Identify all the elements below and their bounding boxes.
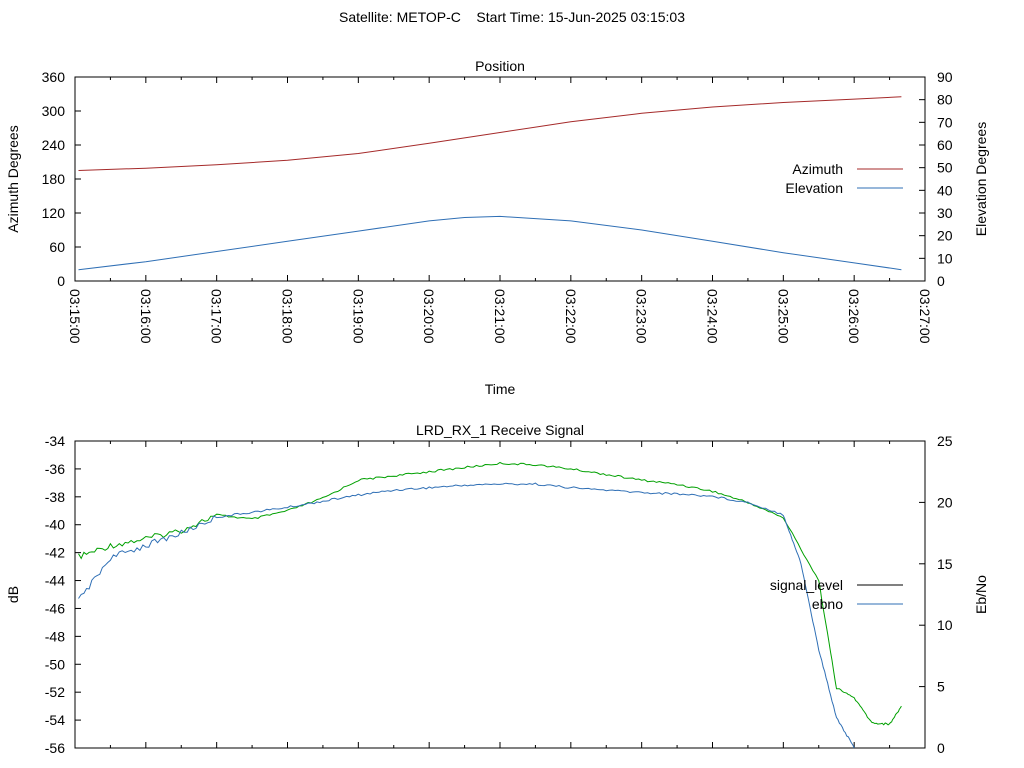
y-tick-label: -40 [45,517,65,533]
y-tick-label: -48 [45,628,65,644]
y-tick-label: -42 [45,545,65,561]
x-tick-label: 03:24:00 [705,289,721,344]
y2-tick-label: 10 [937,617,953,633]
y-tick-label: 360 [42,69,66,85]
y2-tick-label: 25 [937,433,953,449]
y2-tick-label: 70 [937,114,953,130]
y2-tick-label: 60 [937,137,953,153]
plot-frame [74,440,926,749]
y-tick-label: -46 [45,600,65,616]
y-tick-label: 180 [42,171,66,187]
position-chart: Position 03:15:00 03:16:00 03:17:00 03:18:00… [5,58,989,397]
y2-tick-label: 20 [937,228,953,244]
y2-axis-label: Elevation Degrees [973,122,989,236]
y-tick-label: -54 [45,712,65,728]
legend-label: Elevation [785,180,843,196]
y-axis-label: dB [5,586,21,603]
y2-tick-label: 0 [937,740,945,756]
x-tick-label: 03:20:00 [421,289,437,344]
chart-title: Position [475,58,525,74]
x-axis-label: Time [485,381,516,397]
x-tick-label: 03:21:00 [492,289,508,344]
y2-tick-label: 5 [937,679,945,695]
y2-tick-label: 40 [937,182,953,198]
y2-tick-label: 80 [937,92,953,108]
series-line-azimuth [78,96,902,171]
y-tick-label: -50 [45,656,65,672]
y-tick-label: -34 [45,433,65,449]
y2-tick-label: 0 [937,273,945,289]
y-tick-label: -38 [45,489,65,505]
x-tick-label: 03:26:00 [846,289,862,344]
y-tick-label: 0 [57,273,65,289]
y-axis-label: Azimuth Degrees [5,125,21,232]
x-tick-label: 03:15:00 [67,289,83,344]
y2-tick-label: 15 [937,556,953,572]
legend-label: ebno [812,596,843,612]
x-tick-label: 03:25:00 [775,289,791,344]
y2-tick-label: 50 [937,160,953,176]
chart-title: LRD_RX_1 Receive Signal [416,422,584,438]
y-tick-label: -44 [45,573,65,589]
series-line-ebno [78,482,855,749]
page-title: Satellite: METOP-C Start Time: 15-Jun-20… [339,9,685,25]
x-tick-label: 03:16:00 [138,289,154,344]
x-tick-label: 03:18:00 [280,289,296,344]
x-tick-label: 03:19:00 [350,289,366,344]
x-tick-label: 03:17:00 [209,289,225,344]
y2-axis-label: Eb/No [973,575,989,614]
y-tick-label: -36 [45,461,65,477]
x-tick-label: 03:27:00 [917,289,933,344]
y-tick-label: -52 [45,684,65,700]
y2-tick-label: 20 [937,494,953,510]
y-tick-label: 120 [42,205,66,221]
plot-frame [74,76,926,282]
x-tick-label: 03:23:00 [634,289,650,344]
series-line-signal-level [78,461,902,726]
y-tick-label: -56 [45,740,65,756]
y-tick-label: 240 [42,137,66,153]
series-line-elevation [78,215,902,271]
x-tick-label: 03:22:00 [563,289,579,344]
legend-label: Azimuth [792,161,843,177]
y2-tick-label: 30 [937,205,953,221]
receive-signal-chart: LRD_RX_1 Receive Signal -56 -54 -52 -50 -48 -4… [5,422,989,756]
y2-tick-label: 10 [937,250,953,266]
y-tick-label: 60 [49,239,65,255]
legend-label: signal_level [770,577,843,593]
y-tick-label: 300 [42,103,66,119]
y2-tick-label: 90 [937,69,953,85]
